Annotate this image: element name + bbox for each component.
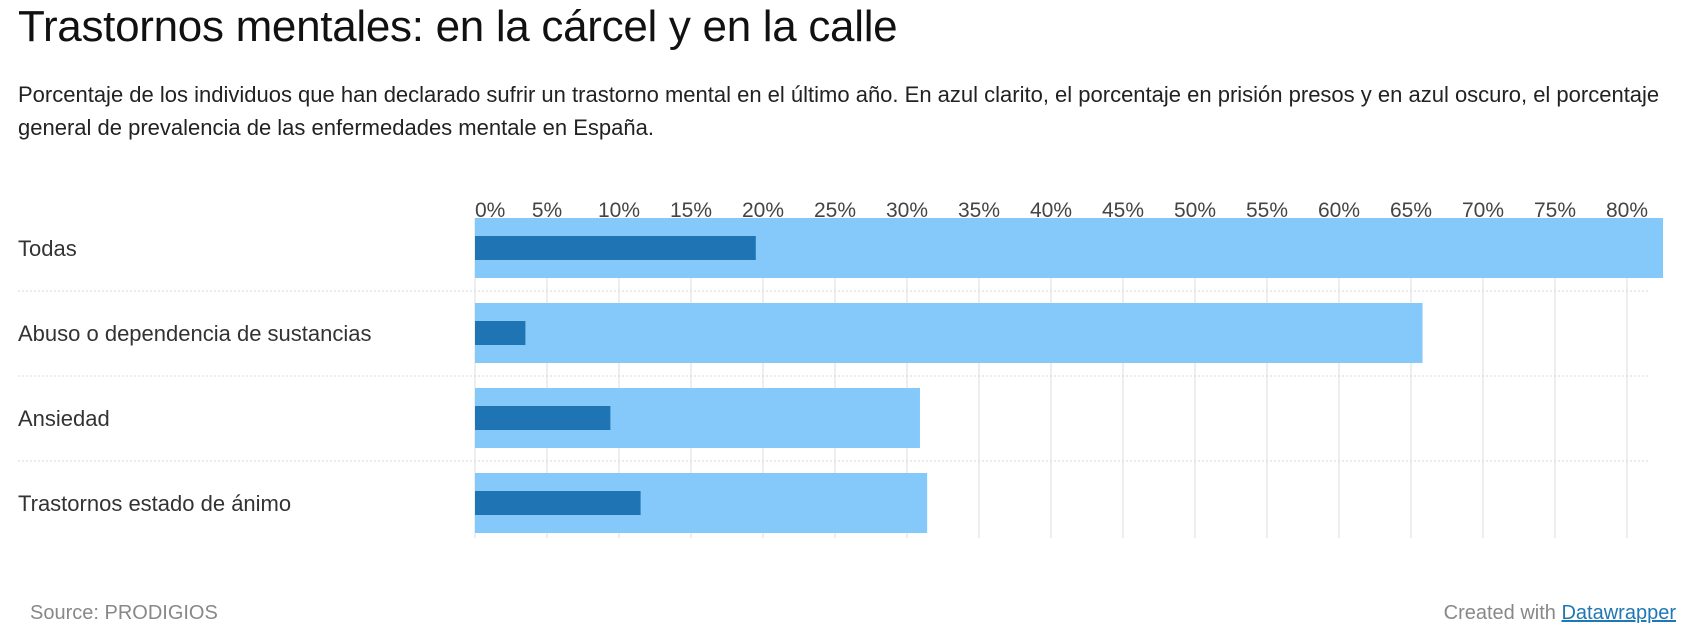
bar-chart: 0% 5% 10% 15% 20% 25% 30% 35% 40% 45% 50% 55% 60% 65%… xyxy=(18,199,1663,538)
bar-general xyxy=(475,491,641,515)
bar-general xyxy=(475,236,756,260)
category-label: Abuso o dependencia de sustancias xyxy=(18,321,371,346)
x-tick-label: 40% xyxy=(1030,199,1072,222)
x-tick-label: 0% xyxy=(475,199,505,222)
x-tick-label: 70% xyxy=(1462,199,1504,222)
x-tick-label: 60% xyxy=(1318,199,1360,222)
datawrapper-link[interactable]: Datawrapper xyxy=(1561,602,1676,624)
chart-row: Abuso o dependencia de sustancias xyxy=(18,290,1650,363)
x-tick-label: 10% xyxy=(598,199,640,222)
x-tick-label: 25% xyxy=(814,199,856,222)
chart-row: Ansiedad xyxy=(18,375,1650,448)
credit-note: Created with Datawrapper xyxy=(1444,602,1676,625)
x-tick-label: 20% xyxy=(742,199,784,222)
x-tick-label: 15% xyxy=(670,199,712,222)
source-note: Source: PRODIGIOS xyxy=(30,602,218,624)
bar-general xyxy=(475,321,526,345)
x-tick-label: 30% xyxy=(886,199,928,222)
chart-rows: Todas Abuso o dependencia de sustancias An… xyxy=(18,218,1663,533)
x-tick-labels: 0% 5% 10% 15% 20% 25% 30% 35% 40% 45% 50% 55% 60% 65%… xyxy=(475,199,1648,222)
x-tick-label: 55% xyxy=(1246,199,1288,222)
credit-text: Created with xyxy=(1443,602,1556,624)
category-label: Todas xyxy=(18,236,77,261)
x-tick-label: 35% xyxy=(958,199,1000,222)
x-tick-label: 50% xyxy=(1174,199,1216,222)
chart-row: Trastornos estado de ánimo xyxy=(18,460,1650,533)
category-label: Ansiedad xyxy=(18,406,110,431)
x-tick-label: 5% xyxy=(532,199,562,222)
x-tick-label: 65% xyxy=(1390,199,1432,222)
chart-title: Trastornos mentales: en la cárcel y en l… xyxy=(18,2,898,51)
category-label: Trastornos estado de ánimo xyxy=(18,491,291,516)
bar-general xyxy=(475,406,611,430)
chart-row: Todas xyxy=(18,218,1663,278)
x-tick-label: 80% xyxy=(1606,199,1648,222)
x-tick-label: 75% xyxy=(1534,199,1576,222)
bar-prison xyxy=(475,303,1423,363)
chart-description: Porcentaje de los individuos que han dec… xyxy=(18,82,1660,140)
x-tick-label: 45% xyxy=(1102,199,1144,222)
